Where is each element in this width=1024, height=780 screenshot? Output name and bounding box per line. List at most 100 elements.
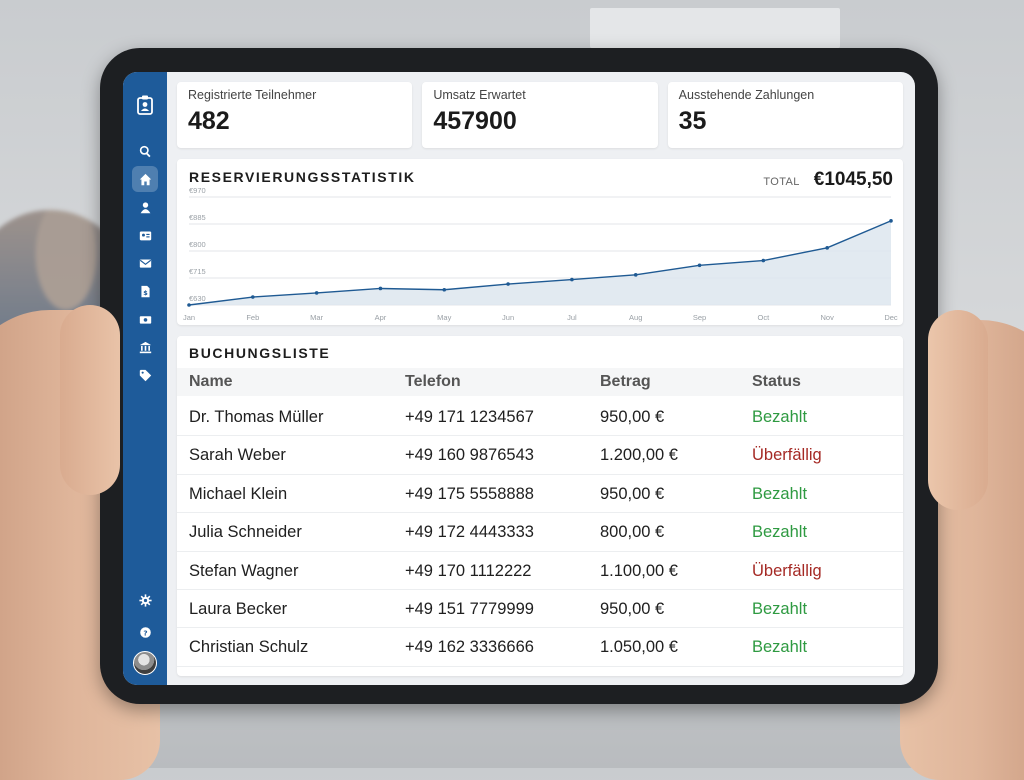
data-point: [697, 263, 702, 268]
data-point: [761, 258, 766, 263]
table-row[interactable]: Sarah Weber +49 160 9876543 1.200,00 € Über…: [177, 436, 903, 475]
stat-label: Registrierte Teilnehmer: [188, 88, 317, 102]
chart-total-label: TOTAL: [763, 176, 800, 188]
x-tick-label: Jul: [567, 313, 577, 322]
y-tick-label: €885: [189, 213, 206, 222]
column-header-amount[interactable]: Betrag: [600, 373, 651, 390]
user-icon[interactable]: [132, 194, 158, 220]
help-icon[interactable]: ?: [132, 619, 158, 645]
column-header-phone[interactable]: Telefon: [405, 373, 461, 390]
table-row[interactable]: Stefan Wagner +49 170 1112222 1.100,00 € Üb…: [177, 552, 903, 590]
row-phone: +49 175 5558888: [405, 484, 534, 503]
series-line: [188, 220, 892, 306]
row-name: Sarah Weber: [189, 446, 286, 465]
row-name: Julia Schneider: [189, 523, 302, 542]
mail-icon[interactable]: [132, 250, 158, 276]
chart-total-value: €1045,50: [813, 169, 893, 190]
booking-table-body: Dr. Thomas Müller +49 171 1234567 950,00 €…: [177, 398, 903, 667]
x-tick-label: Aug: [629, 313, 642, 322]
table-row[interactable]: Dr. Thomas Müller +49 171 1234567 950,00 €…: [177, 398, 903, 437]
search-icon[interactable]: [132, 138, 158, 164]
table-row[interactable]: Julia Schneider +49 172 4443333 800,00 € Be…: [177, 513, 903, 552]
data-point: [506, 282, 510, 286]
data-point: [570, 277, 574, 282]
sidebar-bottom: ?: [132, 587, 158, 675]
column-header-name[interactable]: Name: [189, 373, 233, 390]
row-status: Bezahlt: [752, 638, 808, 657]
x-tick-label: May: [437, 313, 451, 322]
y-tick-label: €970: [189, 186, 206, 195]
row-name: Christian Schulz: [189, 638, 309, 657]
row-status: Bezahlt: [752, 599, 808, 618]
row-amount: 800,00 €: [600, 523, 665, 542]
row-status: Überfällig: [752, 446, 822, 465]
row-status: Überfällig: [752, 561, 822, 580]
x-tick-label: Jun: [502, 313, 514, 322]
gear-icon[interactable]: [132, 587, 158, 613]
reservation-chart-card: €970 €885 €800 €715 €630 Jan Feb Mar Apr May Jun Ju…: [177, 159, 903, 325]
row-phone: +49 162 3336666: [405, 638, 534, 657]
avatar[interactable]: [133, 651, 157, 675]
data-point: [378, 286, 383, 291]
table-row[interactable]: Michael Klein +49 175 5558888 950,00 € Beza…: [177, 475, 903, 514]
tablet-screen: $ ? Registrierte Teilnehmer 482 Umsatz E…: [123, 72, 915, 685]
row-amount: 1.100,00 €: [600, 561, 678, 580]
table-row[interactable]: Christian Schulz +49 162 3336666 1.050,00 …: [177, 628, 903, 667]
booking-list-card: BUCHUNGSLISTE Name Telefon Betrag Status…: [177, 336, 903, 676]
row-phone: +49 151 7779999: [405, 599, 534, 618]
right-thumb: [928, 310, 988, 510]
svg-text:$: $: [143, 289, 148, 297]
money-icon[interactable]: [132, 306, 158, 332]
data-point: [889, 219, 893, 223]
y-tick-label: €630: [189, 294, 206, 303]
sidebar-nav: $: [132, 138, 158, 388]
chart-title: RESERVIERUNGSSTATISTIK: [189, 169, 416, 185]
stat-value: 35: [678, 107, 707, 135]
row-phone: +49 170 1112222: [405, 561, 532, 580]
column-header-status[interactable]: Status: [752, 373, 801, 390]
home-icon[interactable]: [132, 166, 158, 192]
chart-total: TOTAL €1045,50: [763, 169, 893, 191]
sidebar: $ ?: [123, 72, 167, 685]
series-area: [189, 220, 891, 305]
data-point: [314, 291, 319, 295]
row-status: Bezahlt: [752, 408, 808, 426]
stat-card-participants: Registrierte Teilnehmer 482: [177, 82, 413, 148]
x-tick-label: Apr: [375, 313, 387, 322]
data-point: [187, 303, 191, 307]
tag-icon[interactable]: [132, 362, 158, 388]
row-status: Bezahlt: [752, 484, 808, 503]
stat-label: Ausstehende Zahlungen: [678, 88, 815, 102]
y-tick-label: €715: [189, 267, 206, 276]
row-amount: 1.200,00 €: [600, 446, 678, 465]
data-point: [251, 295, 255, 299]
x-tick-label: Oct: [758, 313, 771, 322]
bank-icon[interactable]: [132, 334, 158, 360]
booking-list-title: BUCHUNGSLISTE: [189, 345, 331, 361]
x-tick-label: Mar: [310, 313, 323, 322]
invoice-icon[interactable]: $: [132, 278, 158, 304]
stat-card-pending-payments: Ausstehende Zahlungen 35: [667, 82, 903, 148]
id-card-icon[interactable]: [132, 222, 158, 248]
row-amount: 950,00 €: [600, 599, 665, 618]
x-tick-label: Feb: [246, 313, 259, 322]
row-amount: 950,00 €: [600, 484, 665, 503]
badge-icon[interactable]: [134, 94, 156, 116]
y-tick-label: €800: [189, 240, 206, 249]
row-name: Stefan Wagner: [189, 561, 299, 580]
stat-value: 457900: [433, 107, 517, 135]
table-row[interactable]: Laura Becker +49 151 7779999 950,00 € Bezah…: [177, 590, 903, 629]
data-point: [825, 246, 829, 250]
main-content: Registrierte Teilnehmer 482 Umsatz Erwar…: [167, 72, 915, 685]
stat-card-revenue: Umsatz Erwartet 457900: [422, 82, 658, 148]
stat-value: 482: [188, 107, 230, 135]
background-window: [590, 8, 840, 48]
x-tick-label: Nov: [821, 313, 835, 322]
row-phone: +49 171 1234567: [405, 408, 534, 426]
data-point: [633, 273, 638, 277]
x-tick-label: Dec: [884, 313, 898, 322]
reservation-chart: €970 €885 €800 €715 €630 Jan Feb Mar Apr May Jun Ju…: [183, 186, 898, 322]
row-status: Bezahlt: [752, 523, 808, 542]
x-tick-label: Jan: [183, 313, 195, 322]
row-amount: 1.050,00 €: [600, 638, 678, 657]
